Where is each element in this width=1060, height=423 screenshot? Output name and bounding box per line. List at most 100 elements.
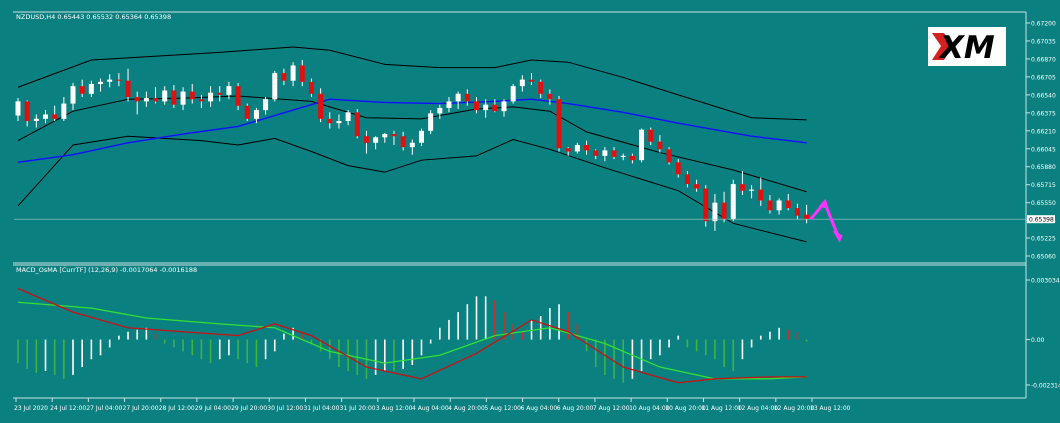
indicator-header: MACD_OsMA [CurrTF] (12,26,9) -0.0017064 … [16,266,197,274]
candle-body [33,118,39,121]
candle [134,91,140,115]
candle [162,86,168,105]
candle [418,128,424,147]
time-axis: 23 Jul 2020 24 Jul 12:00 27 Jul 04:00 27 Ju… [14,398,851,412]
candle [153,87,159,104]
time-tick-label: 23 Jul 2020 [14,405,48,412]
candle-body [400,136,406,148]
time-tick-label: 12 Aug 20:00 [774,405,815,412]
candle [639,128,645,163]
candle-body [107,79,113,82]
candle-body [253,110,259,119]
candle-body [703,188,709,222]
candle-body [189,91,195,100]
candle-body [70,86,76,104]
candle-body [299,65,305,82]
candle [189,83,195,104]
candle-body [52,114,58,119]
candle [657,135,663,153]
price-tick-label: 0.66045 [1031,146,1056,153]
candle [483,99,489,118]
candlesticks [15,60,810,231]
candle [776,198,782,215]
macd-histogram [17,296,808,383]
candle [272,70,278,102]
candle [455,91,461,110]
candle-body [721,202,727,219]
candle-body [574,144,580,152]
candle [336,114,342,129]
candle-body [464,93,470,102]
time-tick-label: 31 Jul 20:00 [340,405,376,412]
projection-arrowhead-peak [818,198,829,209]
candle [749,185,755,199]
xm-logo-text: XM [938,30,995,66]
candle-body [327,118,333,124]
candle [308,78,314,98]
candle [235,82,241,111]
candle [318,88,324,123]
candle-body [391,134,397,137]
time-tick-label: 24 Jul 12:00 [50,405,86,412]
candle [804,204,810,224]
candle [703,185,709,227]
candle-body [501,101,507,112]
candle [721,191,727,223]
candle [785,193,791,211]
candle [629,153,635,164]
candle-body [43,114,49,119]
time-tick-label: 29 Jul 04:00 [195,405,231,412]
candle-body [666,149,672,163]
candle [593,149,599,160]
candle [263,97,269,115]
candle [107,74,113,88]
candle-body [171,90,177,105]
time-tick-label: 27 Jul 20:00 [123,405,159,412]
time-tick-label: 28 Jul 12:00 [159,405,195,412]
candle-body [235,86,241,106]
candle [281,68,287,86]
candle-body [657,141,663,150]
candle-body [648,129,654,142]
candle [125,68,131,102]
candle [620,153,626,161]
candle [171,85,177,108]
macd-signal-line [17,301,807,380]
candle-body [556,99,562,149]
current-price-marker: 0.65398 [14,215,1055,224]
candle-body [15,101,21,116]
candle-body [620,155,626,157]
candle-body [363,136,369,143]
time-tick-label: 4 Aug 04:00 [412,405,449,412]
candle [382,132,388,143]
candle-body [739,184,745,191]
candle [611,147,617,160]
candle-body [483,104,489,111]
candle-body [804,214,810,219]
candle-body [730,184,736,219]
candle-body [749,189,755,191]
candle [409,139,415,155]
candle-body [290,65,296,81]
candle-body [611,150,617,157]
candle-body [758,189,764,201]
candle-body [776,200,782,211]
candle-body [519,79,525,87]
time-tick-label: 31 Jul 04:00 [303,405,339,412]
candle [290,62,296,87]
candle [15,98,21,121]
time-tick-label: 13 Aug 12:00 [810,405,851,412]
time-tick-label: 5 Aug 12:00 [484,405,521,412]
candle [529,73,535,86]
price-tick-label: 0.66375 [1031,110,1056,117]
candle [428,110,434,135]
candle-body [98,81,104,84]
time-tick-label: 3 Aug 12:00 [376,405,413,412]
candle [88,80,94,98]
candle-body [143,98,149,102]
current-price-label: 0.65398 [1029,217,1054,224]
candle [52,105,58,121]
candle [143,91,149,107]
